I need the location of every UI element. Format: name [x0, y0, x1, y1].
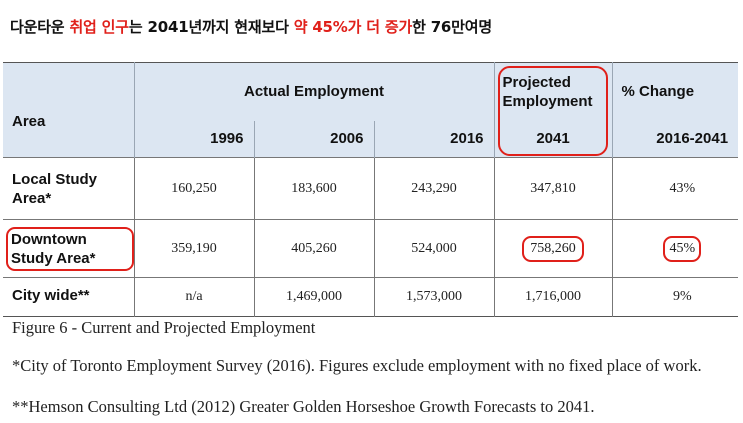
- actual-employment-header: Actual Employment: [133, 62, 495, 121]
- korean-headline: 다운타운 취업 인구는 2041년까지 현재보다 약 45%가 더 증가한 76…: [10, 16, 735, 37]
- table-row-city: City wide** n/a 1,469,000 1,573,000 1,71…: [3, 277, 739, 317]
- table-cell-change-downtown: 45%: [611, 219, 739, 278]
- year-1996: 1996: [133, 120, 254, 158]
- year-2041: 2041: [493, 120, 613, 158]
- headline-part-5: 한 76만여명: [412, 18, 492, 36]
- percent-highlight-circle: 45%: [663, 235, 702, 262]
- projected-employment-header: Projected Employment: [493, 62, 613, 121]
- table-row-local: Local Study Area* 160,250 183,600 243,29…: [3, 157, 739, 220]
- table-cell: 524,000: [373, 219, 495, 278]
- percent-change-header: % Change: [611, 62, 739, 121]
- table-cell: 43%: [611, 157, 739, 220]
- table-cell: 183,600: [253, 157, 374, 220]
- table-cell: 9%: [611, 277, 739, 317]
- projected-column-highlight-circle: [498, 66, 608, 156]
- table-cell: 359,190: [133, 219, 254, 278]
- table-cell: 405,260: [253, 219, 374, 278]
- value-highlight-circle: 758,260: [522, 235, 584, 262]
- table-cell: n/a: [133, 277, 254, 317]
- table-row-downtown: Downtown Study Area* 359,190 405,260 524…: [3, 219, 739, 278]
- header-row-top: Area Actual Employment Projected Employm…: [3, 62, 739, 130]
- headline-part-1: 다운타운: [10, 18, 70, 36]
- table-cell: 347,810: [493, 157, 613, 220]
- area-header: Area: [12, 112, 46, 130]
- headline-highlight-1: 취업 인구: [69, 18, 129, 36]
- year-range: 2016-2041: [611, 120, 739, 158]
- footnote-city-survey: *City of Toronto Employment Survey (2016…: [12, 356, 702, 375]
- area-local: Local Study Area*: [12, 170, 98, 207]
- table-cell: 1,469,000: [253, 277, 374, 317]
- area-city: City wide**: [12, 287, 90, 304]
- downtown-highlight-circle: Downtown Study Area*: [6, 226, 134, 271]
- table-cell: 1,573,000: [373, 277, 495, 317]
- table-cell: 243,290: [373, 157, 495, 220]
- headline-part-3: 는 2041년까지 현재보다: [128, 18, 294, 36]
- figure-caption: Figure 6 - Current and Projected Employm…: [12, 318, 316, 337]
- employment-table: Area Actual Employment Projected Employm…: [3, 62, 739, 317]
- year-2006: 2006: [253, 120, 374, 158]
- table-cell: 1,716,000: [493, 277, 613, 317]
- footnote-hemson: **Hemson Consulting Ltd (2012) Greater G…: [12, 397, 595, 416]
- table-cell: 160,250: [133, 157, 254, 220]
- table-cell-2041-downtown: 758,260: [493, 219, 613, 278]
- year-2016: 2016: [373, 120, 495, 158]
- headline-highlight-2: 약 45%가 더 증가: [293, 18, 413, 36]
- area-downtown: Downtown Study Area*: [3, 220, 134, 278]
- header-row-years: 1996 2006 2016 2041 2016-2041: [3, 120, 739, 158]
